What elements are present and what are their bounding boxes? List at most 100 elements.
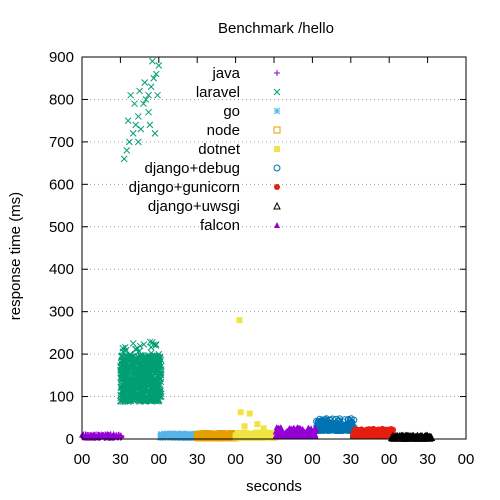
data-point [157,375,164,382]
data-point [378,432,385,439]
legend-marker [273,164,281,172]
data-point [152,340,160,348]
data-point [305,432,312,439]
legend-marker [274,70,280,76]
x-tick-label: 00 [150,451,167,468]
data-point [126,365,133,373]
data-point [320,419,328,427]
data-point [119,379,127,387]
y-tick-label: 500 [49,219,74,236]
data-point [254,421,261,428]
y-tick-label: 400 [49,261,74,278]
data-point [136,87,143,95]
data-point [134,138,142,146]
y-tick-label: 100 [49,389,74,406]
x-axis-label: seconds [246,478,302,495]
data-point [291,425,298,432]
data-point [286,429,293,436]
data-point [388,426,395,433]
data-point [319,425,327,433]
data-point [147,344,155,351]
data-point [197,433,205,441]
data-point [130,391,138,399]
data-point [272,432,279,439]
data-point [156,386,164,393]
data-point [146,121,154,129]
data-point [137,364,145,371]
data-point [149,385,157,393]
data-point [125,375,133,383]
legend-marker [273,107,281,115]
data-point [142,396,149,403]
series-django-gunicorn [350,425,397,440]
data-point [117,364,125,371]
data-point [126,353,134,361]
data-point [236,317,243,324]
data-point [123,147,131,154]
legend-marker [274,184,280,190]
x-tick-label: 00 [381,451,398,468]
data-point [149,383,156,391]
data-point [157,393,165,400]
data-point [322,415,330,423]
data-point [281,433,288,440]
legend-marker [273,201,281,210]
data-point [173,433,180,441]
data-point [150,74,158,82]
data-point [410,434,419,442]
data-point [120,395,128,402]
data-point [415,433,424,442]
x-tick-label: 00 [304,451,321,468]
y-tick-label: 600 [49,176,74,193]
data-point [129,130,137,137]
data-point [405,432,413,441]
data-point [149,375,157,383]
data-point [80,432,87,439]
data-point [212,431,220,439]
data-point [141,398,149,405]
legend-label: node [207,122,240,139]
data-point [120,372,128,380]
legend-marker [273,88,281,96]
data-point [145,352,153,360]
data-point [124,117,132,125]
x-tick-label: 00 [227,451,244,468]
data-point [311,428,318,435]
data-point [157,366,165,373]
data-point [306,429,313,436]
data-point [289,432,296,439]
data-point [357,432,364,439]
data-point [147,83,155,91]
legend-label: go [223,103,240,120]
data-point [338,425,346,433]
data-point [156,389,164,396]
plot-frame [81,56,467,440]
data-point [237,409,244,416]
data-point [268,433,275,440]
series-dotnet [232,317,279,441]
series-django-debug [313,415,359,435]
data-point [131,100,138,108]
data-point [126,138,133,146]
data-point [134,113,142,120]
data-point [127,91,134,99]
x-tick-label: 30 [266,451,283,468]
data-point [142,96,150,103]
data-point [187,434,195,442]
legend-marker [273,126,281,134]
y-axis-label: response time (ms) [7,192,24,320]
x-tick-label: 30 [419,451,436,468]
legend-label: laravel [196,84,240,101]
series-falcon [272,424,319,440]
data-point [277,428,284,435]
data-point [154,91,161,99]
data-point [402,434,410,442]
data-point [140,341,148,348]
legend-marker [274,222,280,228]
data-point [296,428,303,435]
y-tick-label: 200 [49,346,74,363]
data-point [131,372,138,380]
data-point [145,108,152,116]
data-point [118,364,126,371]
series-java [79,431,125,441]
